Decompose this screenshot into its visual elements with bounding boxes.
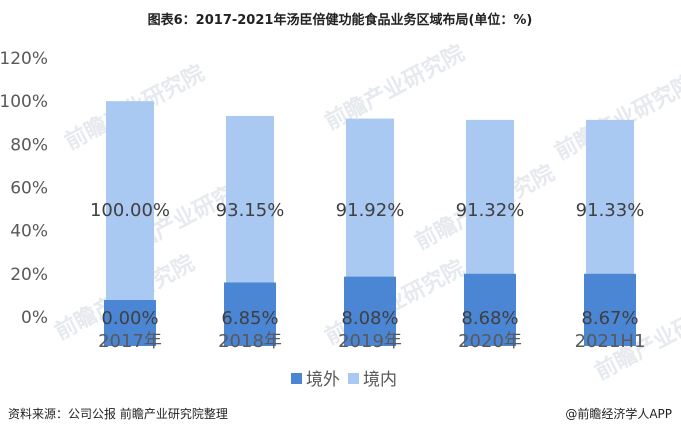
x-category-label: 2021H1 [575, 331, 646, 352]
legend: 境外 境内 [291, 370, 397, 390]
data-label-overseas: 0.00% [101, 308, 158, 329]
data-label-overseas: 8.68% [461, 308, 518, 329]
legend-swatch [291, 373, 302, 384]
bar-segment-overseas [584, 273, 636, 346]
brand-credit: @前瞻经济学人APP [565, 406, 672, 421]
y-tick-label: 0% [21, 308, 48, 328]
y-tick-label: 120% [0, 49, 48, 69]
bar-segment-overseas [104, 300, 156, 346]
data-label-domestic: 100.00% [90, 200, 170, 221]
y-tick-label: 40% [10, 222, 48, 242]
data-label-overseas: 8.08% [341, 308, 398, 329]
y-tick-label: 100% [0, 92, 48, 112]
legend-swatch [348, 373, 359, 384]
y-tick-label: 20% [10, 265, 48, 285]
x-category-label: 2017年 [98, 331, 162, 352]
data-label-domestic: 93.15% [216, 200, 285, 221]
bars-layer: 100.00% 0.00% 93.15% 6.85% 91.92% 8.08% 91.32%… [90, 101, 644, 346]
watermark-text: 前瞻产业研究院 [321, 40, 469, 135]
data-label-overseas: 6.85% [221, 308, 278, 329]
data-label-domestic: 91.92% [336, 200, 405, 221]
x-category-label: 2018年 [218, 331, 282, 352]
data-label-domestic: 91.32% [456, 200, 525, 221]
legend-label: 境内 [363, 370, 397, 390]
x-axis: 2017年 2018年 2019年 2020年 2021H1 [98, 331, 645, 352]
y-axis: 0% 20% 40% 60% 80% 100% 120% [0, 49, 48, 328]
bar-segment-domestic [106, 101, 154, 318]
legend-label: 境外 [306, 370, 340, 390]
bar-segment-overseas [464, 273, 516, 346]
chart-title: 图表6：2017-2021年汤臣倍健功能食品业务区域布局(单位：%) [148, 12, 533, 28]
y-tick-label: 80% [10, 135, 48, 155]
x-category-label: 2020年 [458, 331, 522, 352]
source-note: 资料来源：公司公报 前瞻产业研究院整理 [8, 406, 228, 421]
x-category-label: 2019年 [338, 331, 402, 352]
bar-segment-overseas [224, 282, 276, 346]
bar-segment-overseas [344, 276, 396, 346]
data-label-overseas: 8.67% [581, 308, 638, 329]
data-label-domestic: 91.33% [576, 200, 645, 221]
y-tick-label: 60% [10, 179, 48, 199]
